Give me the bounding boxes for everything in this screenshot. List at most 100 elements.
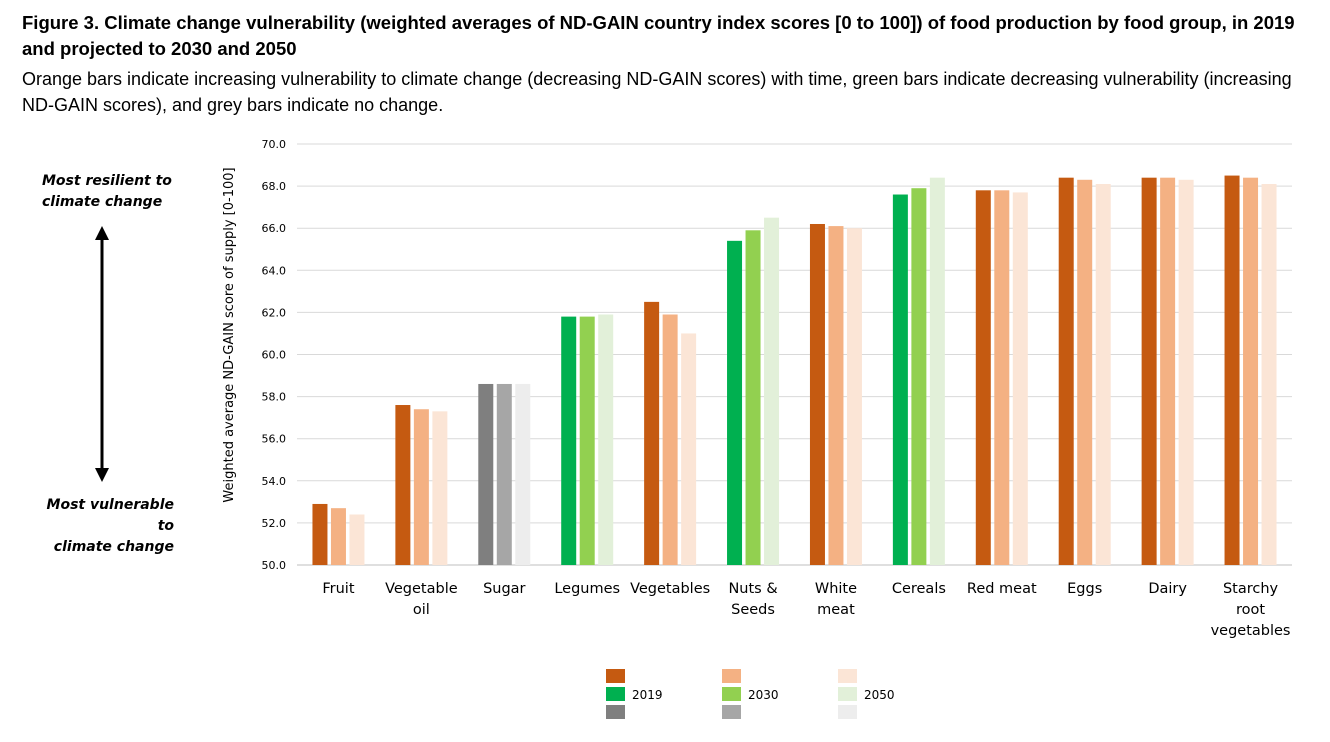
- y-tick-label: 58.0: [262, 391, 287, 404]
- bar: [515, 383, 531, 565]
- x-tick-label-line: root: [1236, 602, 1265, 618]
- y-tick-label: 68.0: [262, 180, 287, 193]
- x-tick-label-line: Eggs: [1067, 581, 1102, 597]
- bars: [312, 175, 1277, 566]
- vulnerable-label: Most vulnerable to climate change: [34, 495, 174, 558]
- bar: [1178, 179, 1194, 565]
- figure-subtitle: Orange bars indicate increasing vulnerab…: [22, 69, 1292, 115]
- x-tick-label: Vegetables: [630, 581, 710, 597]
- bar: [579, 316, 595, 565]
- bar: [1141, 177, 1157, 565]
- legend-swatch: [838, 669, 857, 683]
- x-tick-label: Nuts & Seeds: [728, 581, 777, 618]
- figure-title: Figure 3. Climate change vulnerability (…: [22, 12, 1295, 59]
- bar: [395, 405, 411, 565]
- x-tick-label: Fruit: [322, 581, 354, 597]
- y-tick-label: 60.0: [262, 349, 287, 362]
- bar: [911, 188, 927, 565]
- legend-label: 2050: [864, 688, 895, 702]
- bar: [413, 409, 429, 565]
- bar: [1160, 177, 1176, 565]
- x-tick-label-line: vegetables: [1211, 623, 1291, 639]
- x-tick-label-line: White: [815, 581, 857, 597]
- bar: [349, 514, 365, 565]
- x-tick-label-line: Red meat: [967, 581, 1037, 597]
- bar: [496, 383, 512, 565]
- x-tick-label: White meat: [815, 581, 857, 618]
- legend-label: 2019: [632, 688, 663, 702]
- x-tick-label-line: oil: [413, 602, 430, 618]
- bar: [745, 230, 761, 565]
- bar: [892, 194, 908, 565]
- y-tick-label: 54.0: [262, 475, 287, 488]
- legend-swatch: [722, 687, 741, 701]
- x-tick-label: Cereals: [892, 581, 946, 597]
- y-axis-title: Weighted average ND-GAIN score of supply…: [222, 167, 237, 502]
- x-tick-label-line: Nuts &: [728, 581, 777, 597]
- bar: [975, 190, 991, 565]
- bar: [929, 177, 945, 565]
- resilient-label: Most resilient to climate change: [42, 171, 172, 213]
- legend-label: 2030: [748, 688, 779, 702]
- bar: [1058, 177, 1074, 565]
- y-tick-label: 56.0: [262, 433, 287, 446]
- resilient-label-line2: climate change: [42, 194, 163, 210]
- y-tick-label: 50.0: [262, 559, 287, 572]
- y-tick-label: 64.0: [262, 264, 287, 277]
- bar: [1224, 175, 1240, 565]
- bar: [846, 228, 862, 565]
- x-tick-label: Legumes: [554, 581, 620, 597]
- legend-swatch: [838, 705, 857, 719]
- bar: [478, 383, 494, 565]
- bar: [598, 314, 614, 565]
- x-tick-label-line: Vegetables: [630, 581, 710, 597]
- bar: [994, 190, 1010, 565]
- legend: 2019 2030 2050: [606, 669, 895, 719]
- resilient-label-line1: Most resilient to: [42, 173, 172, 189]
- legend-swatch: [606, 705, 625, 719]
- x-tick-label-line: Dairy: [1148, 581, 1187, 597]
- bar: [312, 503, 328, 565]
- y-tick-label: 66.0: [262, 222, 287, 235]
- x-tick-label-line: Vegetable: [385, 581, 458, 597]
- legend-swatch: [606, 669, 625, 683]
- bar: [644, 301, 660, 565]
- legend-swatch: [722, 669, 741, 683]
- x-tick-label-line: Fruit: [322, 581, 354, 597]
- bar: [828, 226, 844, 565]
- x-axis-labels: Fruit Vegetable oil Sugar Legumes Vegetables N…: [322, 581, 1290, 639]
- bar: [681, 333, 697, 565]
- y-tick-label: 62.0: [262, 306, 287, 319]
- bar: [1012, 192, 1028, 566]
- bar: [1243, 177, 1259, 565]
- y-tick-label: 70.0: [262, 138, 287, 151]
- x-tick-label: Eggs: [1067, 581, 1102, 597]
- x-tick-label: Vegetable oil: [385, 581, 458, 618]
- vulnerable-label-line1: Most vulnerable to: [46, 497, 174, 534]
- x-tick-label-line: Legumes: [554, 581, 620, 597]
- x-tick-label: Red meat: [967, 581, 1037, 597]
- bar: [1095, 183, 1111, 565]
- x-tick-label-line: meat: [817, 602, 855, 618]
- legend-swatch: [722, 705, 741, 719]
- x-tick-label-line: Sugar: [483, 581, 525, 597]
- double-arrow-icon: [95, 226, 109, 482]
- bar: [809, 223, 825, 566]
- bar: [1261, 183, 1277, 565]
- bar: [727, 240, 743, 565]
- legend-swatch: [838, 687, 857, 701]
- y-axis-ticks: 50.0 52.0 54.0 56.0 58.0 60.0 62.0 64.0 66.0 68.0…: [262, 138, 287, 572]
- legend-swatch: [606, 687, 625, 701]
- x-tick-label: Starchy root vegetables: [1211, 581, 1291, 639]
- x-tick-label: Sugar: [483, 581, 525, 597]
- vulnerable-label-line2: climate change: [53, 539, 174, 555]
- x-tick-label-line: Cereals: [892, 581, 946, 597]
- x-tick-label-line: Seeds: [731, 602, 775, 618]
- x-tick-label-line: Starchy: [1223, 581, 1279, 597]
- gridlines: [297, 143, 1292, 566]
- x-tick-label: Dairy: [1148, 581, 1187, 597]
- bar: [432, 411, 448, 565]
- bar: [330, 508, 346, 565]
- bar: [662, 314, 678, 565]
